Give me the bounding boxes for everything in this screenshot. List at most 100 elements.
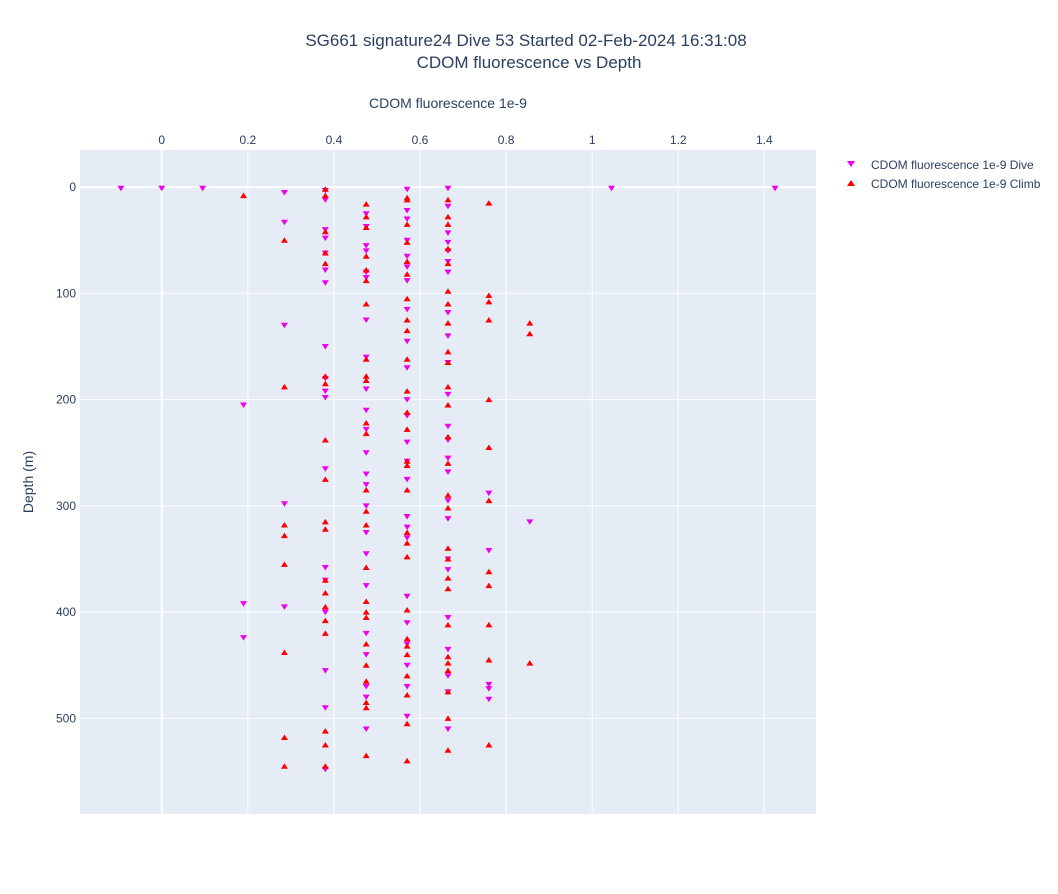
climb-point bbox=[321, 437, 329, 443]
climb-point bbox=[362, 614, 370, 620]
climb-point bbox=[362, 508, 370, 514]
climb-point bbox=[485, 497, 493, 504]
climb-point bbox=[444, 221, 452, 227]
climb-point bbox=[485, 200, 493, 206]
x-axis-title: CDOM fluorescence 1e-9 bbox=[369, 95, 527, 111]
dive-point bbox=[321, 395, 329, 401]
dive-point bbox=[485, 686, 493, 692]
climb-point bbox=[444, 260, 452, 267]
climb-point bbox=[280, 532, 288, 539]
dive-point bbox=[362, 426, 370, 433]
tick-labels: 0 0.2 0.4 0.6 0.8 1 1.2 1.4 0 100 200 300 400 500 bbox=[56, 133, 773, 725]
climb-point bbox=[362, 430, 370, 437]
dive-point bbox=[444, 310, 452, 316]
dive-point bbox=[444, 391, 452, 398]
climb-point bbox=[403, 316, 411, 323]
climb-point bbox=[362, 678, 370, 684]
dive-point bbox=[526, 519, 534, 525]
y-tick-label: 400 bbox=[56, 605, 76, 619]
climb-point bbox=[280, 383, 288, 390]
climb-point bbox=[485, 396, 493, 403]
dive-point bbox=[403, 713, 411, 720]
climb-point bbox=[362, 699, 370, 705]
dive-point bbox=[362, 726, 370, 733]
climb-point bbox=[321, 518, 329, 525]
climb-point bbox=[403, 409, 411, 415]
climb-point bbox=[444, 575, 452, 581]
dive-point bbox=[444, 646, 452, 653]
climb-point bbox=[321, 741, 329, 748]
legend-marker-dive bbox=[847, 161, 855, 167]
x-tick-label: 1.4 bbox=[756, 133, 773, 147]
dive-point bbox=[403, 338, 411, 345]
dive-point bbox=[444, 673, 452, 679]
climb-point bbox=[485, 316, 493, 323]
climb-point bbox=[362, 213, 370, 220]
climb-point bbox=[444, 747, 452, 753]
legend-item-climb[interactable]: CDOM fluorescence 1e-9 Climb bbox=[847, 177, 1041, 191]
climb-point bbox=[403, 271, 411, 277]
climb-point bbox=[280, 237, 288, 243]
dive-point bbox=[403, 253, 411, 260]
dive-point bbox=[362, 694, 370, 701]
climb-point bbox=[444, 288, 452, 294]
climb-point bbox=[403, 327, 411, 334]
y-tick-label: 0 bbox=[69, 180, 76, 194]
climb-point bbox=[321, 577, 329, 583]
dive-point bbox=[362, 248, 370, 254]
climb-point bbox=[444, 245, 452, 252]
climb-point bbox=[403, 221, 411, 227]
climb-point bbox=[485, 621, 493, 628]
dive-point bbox=[485, 696, 493, 703]
climb-point bbox=[362, 301, 370, 307]
climb-point bbox=[444, 492, 452, 498]
y-axis-title: Depth (m) bbox=[20, 451, 36, 513]
legend-item-dive[interactable]: CDOM fluorescence 1e-9 Dive bbox=[847, 158, 1034, 172]
dive-point bbox=[362, 551, 370, 557]
dive-point bbox=[403, 216, 411, 223]
climb-point bbox=[280, 561, 288, 567]
climb-point bbox=[321, 250, 329, 256]
climb-point bbox=[362, 598, 370, 605]
dive-point bbox=[240, 601, 248, 607]
dive-point bbox=[240, 402, 248, 408]
climb-point bbox=[403, 720, 411, 727]
dive-point bbox=[403, 593, 411, 600]
dive-point bbox=[362, 630, 370, 637]
climb-point bbox=[403, 692, 411, 698]
dive-point bbox=[485, 490, 493, 497]
climb-point bbox=[362, 201, 370, 207]
x-tick-label: 0.4 bbox=[326, 133, 343, 147]
dive-point bbox=[444, 498, 452, 504]
climb-point bbox=[362, 704, 370, 711]
y-tick-label: 200 bbox=[56, 393, 76, 407]
dive-point bbox=[444, 516, 452, 522]
climb-point bbox=[321, 260, 329, 267]
dive-point bbox=[444, 203, 452, 210]
climb-point bbox=[280, 734, 288, 741]
x-tick-label: 1.2 bbox=[670, 133, 687, 147]
dive-point bbox=[444, 230, 452, 236]
climb-point bbox=[362, 267, 370, 273]
dive-point bbox=[321, 280, 329, 286]
climb-point bbox=[444, 460, 452, 466]
climb-point bbox=[444, 348, 452, 355]
y-tick-label: 100 bbox=[56, 286, 76, 300]
climb-point bbox=[444, 301, 452, 307]
dive-point bbox=[403, 365, 411, 371]
climb-point bbox=[444, 505, 452, 511]
dive-point bbox=[444, 333, 452, 339]
climb-point bbox=[403, 651, 411, 658]
dive-point bbox=[362, 450, 370, 456]
dive-point bbox=[403, 186, 411, 193]
climb-point bbox=[485, 298, 493, 305]
dive-point bbox=[321, 388, 329, 395]
climb-point bbox=[485, 292, 493, 299]
climb-point bbox=[362, 522, 370, 528]
dive-point bbox=[280, 501, 288, 507]
climb-point bbox=[526, 330, 534, 337]
climb-point bbox=[485, 656, 493, 663]
climb-point bbox=[403, 258, 411, 265]
chart-subtitle: CDOM fluorescence vs Depth bbox=[417, 53, 642, 72]
